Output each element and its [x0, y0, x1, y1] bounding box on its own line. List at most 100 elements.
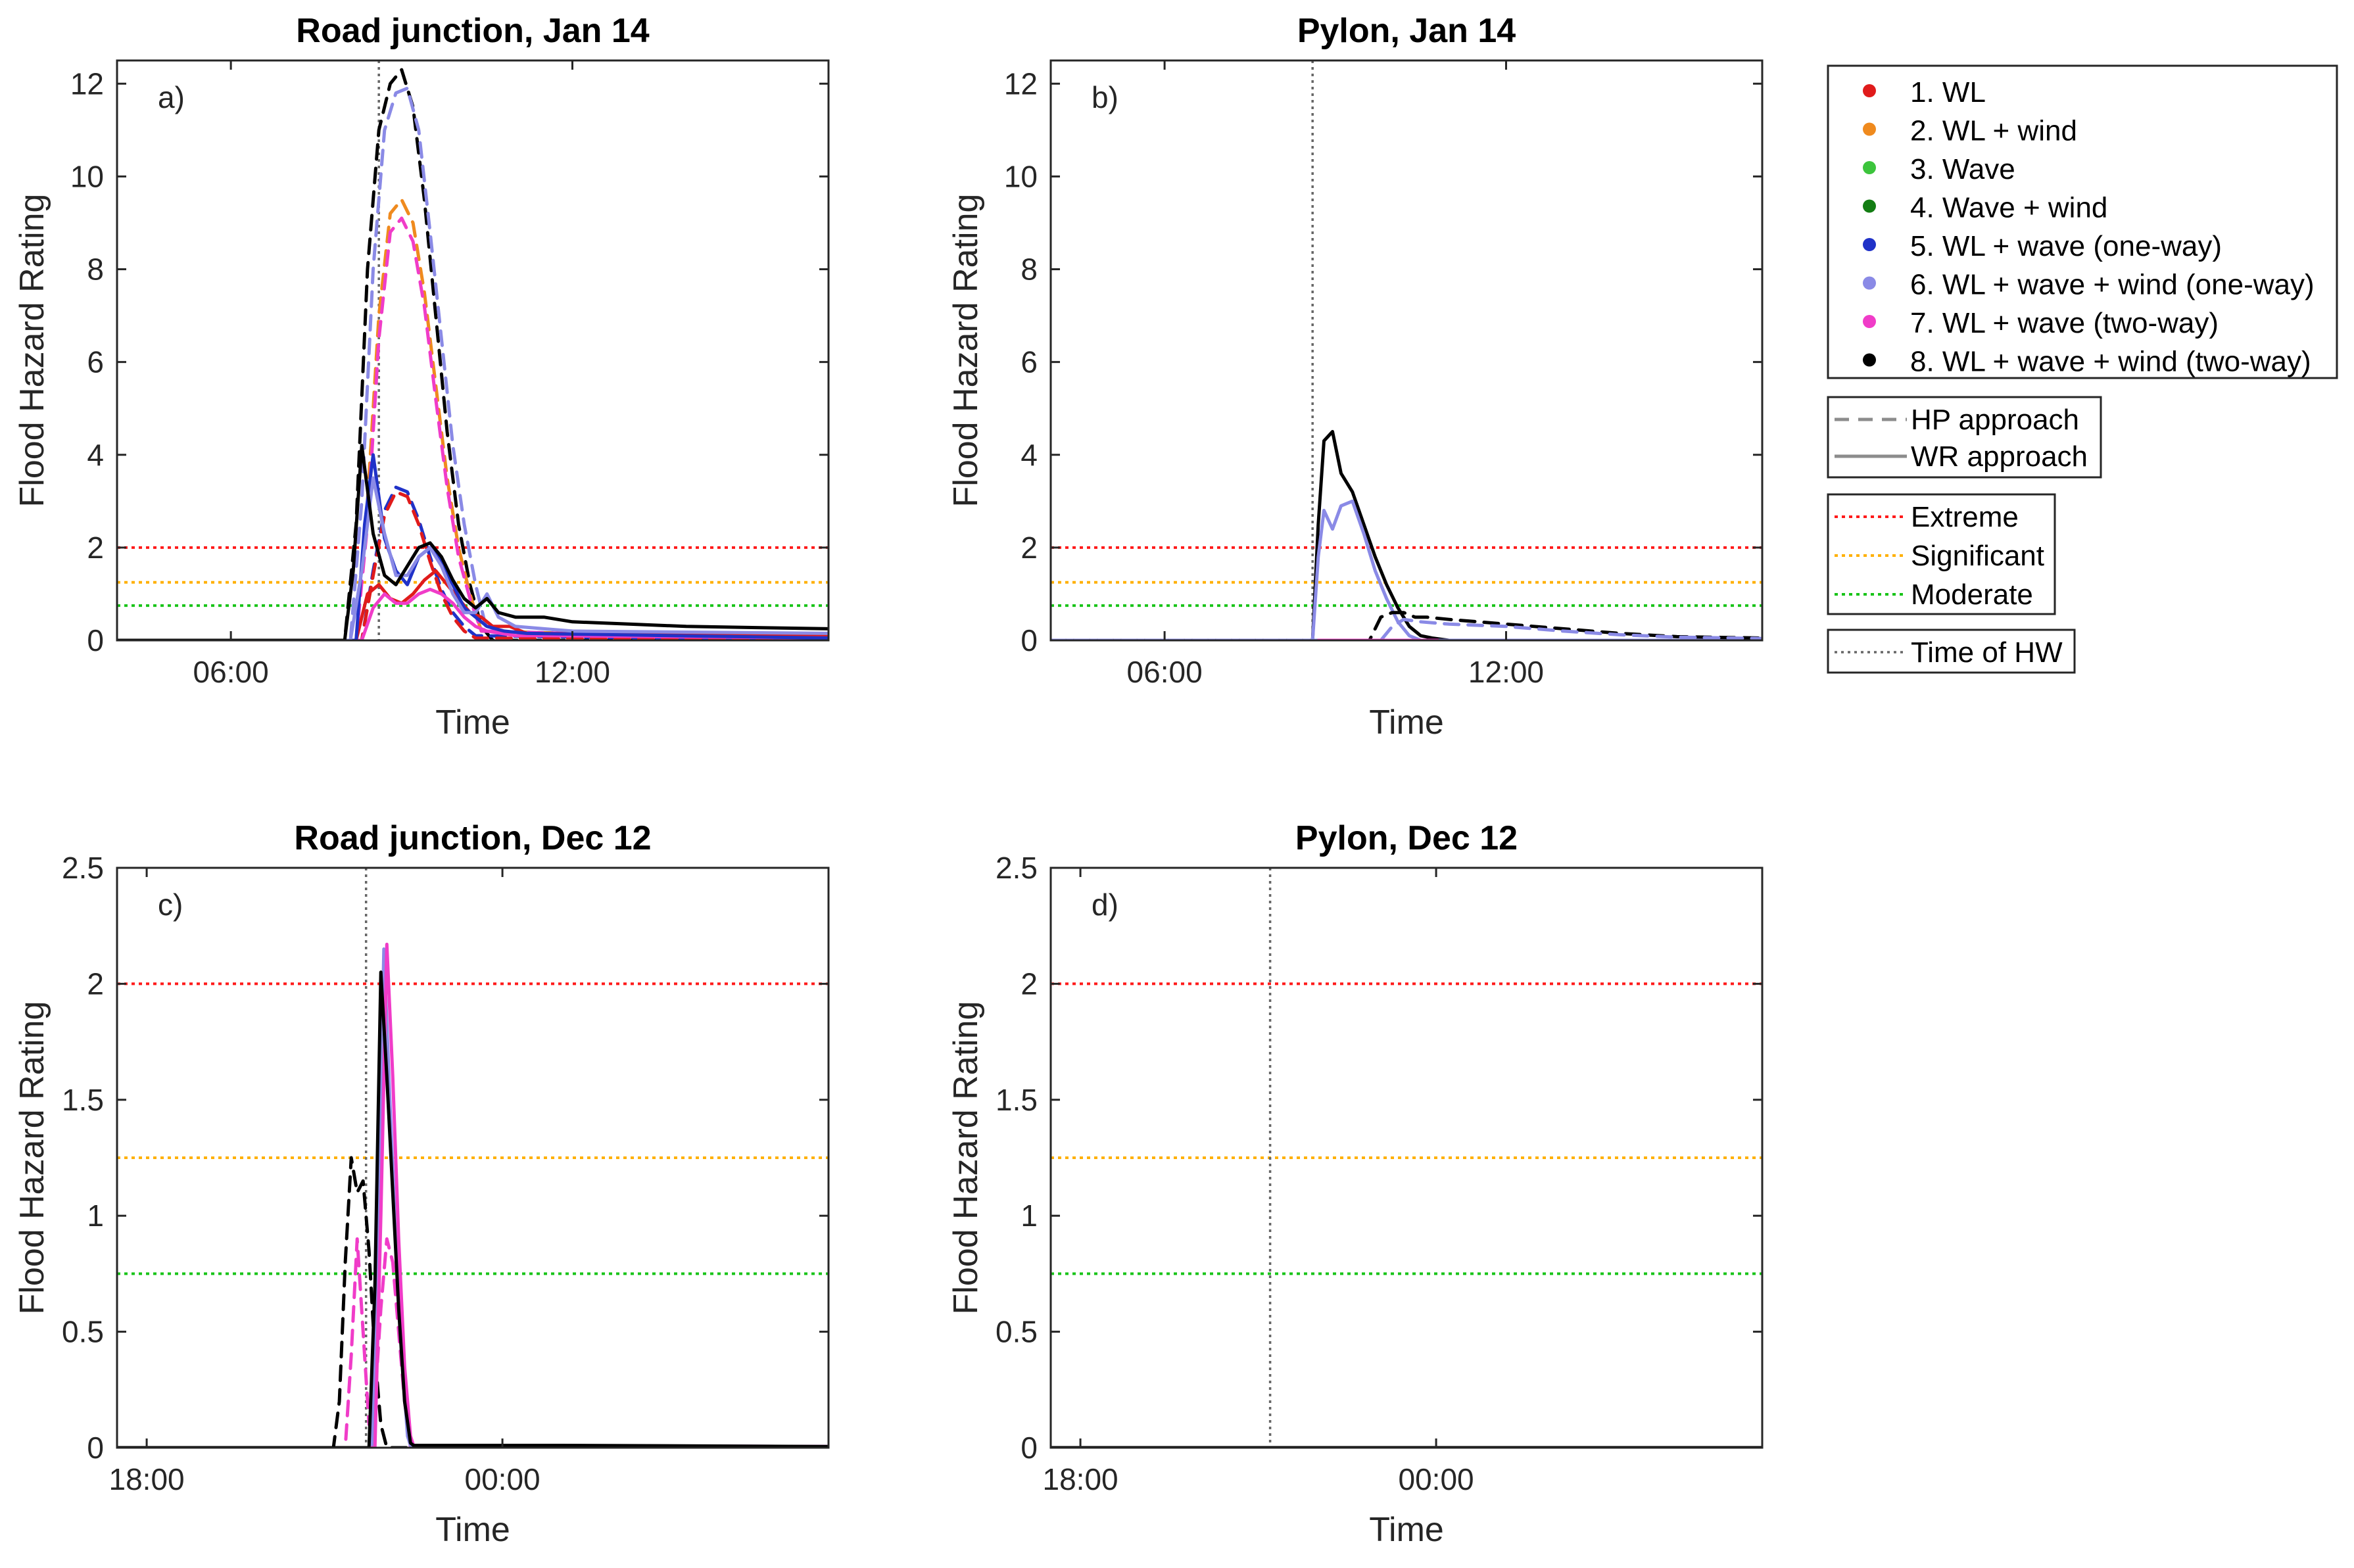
x-tick-label: 06:00 — [1127, 655, 1203, 689]
series-line-9 — [117, 476, 829, 640]
legend-label: 8. WL + wave + wind (two-way) — [1910, 346, 2311, 378]
legend-label: 3. Wave — [1910, 153, 2015, 185]
y-tick-label: 8 — [1021, 252, 1038, 287]
series-line-3 — [1051, 617, 1762, 640]
x-tick-label: 12:00 — [535, 655, 610, 689]
legend-approach-box — [1827, 396, 2102, 479]
panel-tag: d) — [1092, 888, 1118, 922]
y-tick-label: 0 — [87, 1431, 104, 1465]
y-axis-label: Flood Hazard Rating — [13, 1001, 51, 1315]
plot-area — [117, 60, 829, 640]
panel-c: Road junction, Dec 12 0 0.5 1 1.5 2 2.5 18:00 00… — [13, 819, 830, 1549]
y-tick-label: 1.5 — [996, 1083, 1038, 1117]
y-axis-label: Flood Hazard Rating — [947, 1001, 985, 1315]
legend-level-label: Significant — [1911, 540, 2044, 572]
legend-marker — [1863, 161, 1876, 174]
legend-level-label: Moderate — [1911, 579, 2033, 611]
legend-level-label: Extreme — [1911, 501, 2019, 533]
series-line-6 — [117, 569, 829, 640]
y-axis-label: Flood Hazard Rating — [13, 194, 51, 508]
y-tick-label: 4 — [1021, 438, 1038, 472]
legend-marker — [1863, 276, 1876, 290]
x-axis-label: Time — [1369, 1511, 1444, 1549]
series-line-1 — [117, 86, 829, 640]
x-tick-label: 06:00 — [193, 655, 269, 689]
panel-tag: c) — [158, 888, 183, 922]
legend-label: 1. WL — [1910, 76, 1986, 108]
panel-b: Pylon, Jan 14 0 2 4 6 8 10 12 06:00 12:00 Time Floo… — [947, 12, 1764, 742]
y-axis-label: Flood Hazard Rating — [947, 194, 985, 508]
plot-area — [1051, 868, 1762, 1448]
plot-frame — [116, 59, 830, 642]
legend-approach-label: HP approach — [1911, 404, 2079, 436]
x-axis-label: Time — [1369, 703, 1444, 742]
legend-marker — [1863, 199, 1876, 213]
legend-marker — [1863, 315, 1876, 328]
y-tick-label: 2 — [1021, 966, 1038, 1001]
y-tick-label: 10 — [1004, 159, 1038, 193]
x-tick-label: 18:00 — [109, 1462, 185, 1496]
series-line-0 — [1051, 430, 1762, 640]
legend-marker — [1863, 122, 1876, 136]
legend-label: 4. Wave + wind — [1910, 192, 2107, 224]
series-line-10 — [117, 444, 829, 640]
y-tick-label: 0 — [87, 623, 104, 657]
y-tick-label: 0 — [1021, 1431, 1038, 1465]
y-tick-label: 6 — [87, 345, 104, 379]
legend-levels: Extreme Significant Moderate — [1827, 493, 2056, 615]
y-tick-label: 12 — [70, 66, 104, 101]
series-line-0 — [117, 1156, 829, 1448]
x-axis-label: Time — [435, 1511, 510, 1549]
panel-a: Road junction, Jan 14 0 2 4 6 8 10 12 06:00 12:00… — [13, 12, 830, 742]
legend-label: 5. WL + wave (one-way) — [1910, 230, 2222, 262]
y-tick-label: 0.5 — [62, 1315, 104, 1349]
legend-label: 2. WL + wind — [1910, 115, 2077, 147]
series-line-5 — [117, 490, 829, 640]
y-tick-label: 2.5 — [62, 851, 104, 885]
legend-marker — [1863, 84, 1876, 97]
legend-hw: Time of HW — [1827, 629, 2076, 674]
plot-area — [117, 868, 829, 1448]
plot-area — [1051, 60, 1762, 640]
y-tick-label: 2 — [87, 966, 104, 1001]
panel-tag: b) — [1092, 80, 1118, 114]
legend-hw-label: Time of HW — [1911, 636, 2063, 669]
y-tick-label: 12 — [1004, 66, 1038, 101]
series-line-3 — [117, 942, 829, 1448]
legend-label: 6. WL + wave + wind (one-way) — [1910, 269, 2315, 301]
series-line-1 — [117, 1237, 829, 1448]
legend-marker — [1863, 238, 1876, 251]
plot-frame — [1049, 867, 1764, 1449]
y-tick-label: 2.5 — [996, 851, 1038, 885]
plot-frame — [116, 867, 830, 1449]
plot-frame — [1049, 59, 1764, 642]
y-tick-label: 2 — [1021, 531, 1038, 565]
panel-title: Pylon, Dec 12 — [1295, 819, 1518, 857]
legend-approach: HP approach WR approach — [1827, 396, 2102, 479]
panel-title: Road junction, Jan 14 — [296, 12, 649, 50]
x-tick-label: 12:00 — [1468, 655, 1544, 689]
y-tick-label: 1.5 — [62, 1083, 104, 1117]
y-tick-label: 0 — [1021, 623, 1038, 657]
y-tick-label: 1 — [1021, 1199, 1038, 1233]
series-line-4 — [117, 970, 829, 1448]
y-tick-label: 8 — [87, 252, 104, 287]
series-line-2 — [117, 947, 829, 1448]
series-line-0 — [117, 68, 829, 640]
x-tick-label: 00:00 — [1399, 1462, 1474, 1496]
series-line-2 — [1051, 611, 1762, 640]
y-tick-label: 1 — [87, 1199, 104, 1233]
legend-marker — [1863, 353, 1876, 367]
x-tick-label: 18:00 — [1043, 1462, 1118, 1496]
series-line-4 — [117, 485, 829, 640]
x-tick-label: 00:00 — [465, 1462, 540, 1496]
x-axis-label: Time — [435, 703, 510, 742]
y-tick-label: 0.5 — [996, 1315, 1038, 1349]
y-tick-label: 6 — [1021, 345, 1038, 379]
legend-series-box — [1827, 64, 2338, 379]
series-line-7 — [117, 587, 829, 640]
legend-label: 7. WL + wave (two-way) — [1910, 307, 2219, 339]
panel-title: Road junction, Dec 12 — [294, 819, 651, 857]
